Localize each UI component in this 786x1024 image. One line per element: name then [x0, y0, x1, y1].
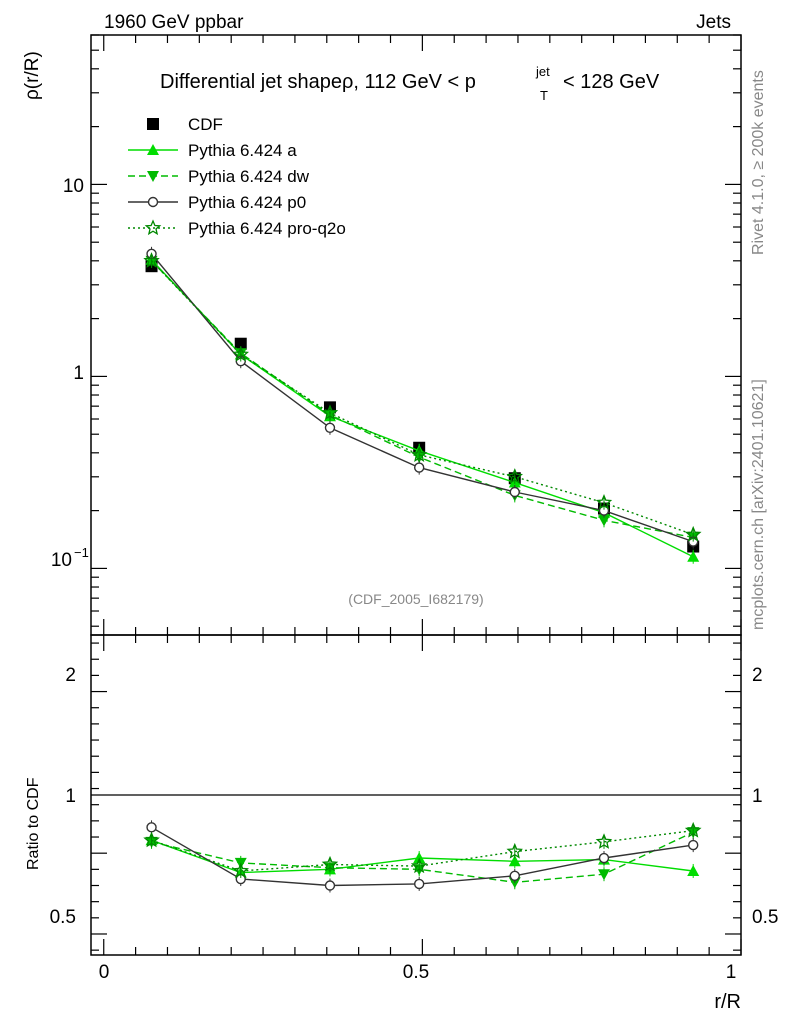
- legend: CDF Pythia 6.424 a Pythia 6.424 dw Pythia 6…: [128, 115, 346, 238]
- ratio-point: [598, 852, 610, 864]
- ratio-line: [151, 826, 694, 887]
- ratio-xtick-0.5: 0.5: [403, 962, 429, 983]
- ratio-ylabel: Ratio to CDF: [25, 777, 42, 870]
- x-axis-label: r/R: [714, 991, 741, 1013]
- ratio-point: [506, 842, 523, 859]
- main-series-pythia-6-424-a: [145, 252, 700, 564]
- legend-label: Pythia 6.424 a: [188, 141, 297, 160]
- legend-entry: Pythia 6.424 pro-q2o: [128, 219, 346, 238]
- ratio-point: [597, 869, 610, 881]
- main-title-tail: < 128 GeV: [563, 71, 660, 93]
- main-point: [506, 468, 523, 484]
- ratio-series-pythia-6-424-p0: [146, 820, 699, 893]
- ratio-point: [410, 857, 428, 874]
- legend-label: Pythia 6.424 pro-q2o: [188, 219, 346, 238]
- ratio-series-pythia-6-424-pro-q2o: [143, 821, 702, 878]
- main-point: [324, 422, 336, 433]
- main-line: [150, 259, 694, 558]
- ratio-ytick-0.5: 0.5: [50, 907, 76, 928]
- ratio-ytick-1-right: 1: [752, 786, 763, 807]
- main-ytick-10: 10: [63, 176, 84, 197]
- main-title-sup: jet: [535, 64, 550, 79]
- ratio-plot-panel: Ratio to CDF 2 1 0.5 2 1 0.5 0 0.5 1 r/R: [25, 634, 778, 1013]
- rivet-caption: Rivet 4.1.0, ≥ 200k events: [750, 70, 767, 255]
- ratio-point: [688, 839, 699, 851]
- main-series-pythia-6-424-p0: [146, 246, 699, 549]
- main-point: [234, 337, 247, 350]
- main-point: [410, 446, 428, 462]
- ratio-point: [146, 822, 157, 833]
- analysis-watermark: (CDF_2005_I682179): [348, 591, 483, 607]
- ratio-ytick-0.5-right: 0.5: [752, 907, 778, 928]
- main-point: [509, 486, 520, 498]
- main-point: [597, 515, 610, 527]
- ratio-axis-ticks: [91, 635, 742, 955]
- legend-marker: [147, 171, 159, 182]
- main-title: Differential jet shapeρ, 112 GeV < p: [160, 71, 476, 93]
- ratio-point: [321, 855, 339, 872]
- ratio-xtick-1: 1: [726, 962, 737, 983]
- legend-label: Pythia 6.424 p0: [188, 193, 306, 212]
- legend-entry: Pythia 6.424 a: [128, 141, 297, 160]
- ratio-point: [413, 878, 425, 890]
- main-line: [150, 253, 694, 543]
- header-left: 1960 GeV ppbar: [104, 12, 244, 33]
- main-title-text: Differential jet shapeρ, 112 GeV < p: [160, 71, 476, 93]
- ratio-point: [684, 821, 702, 838]
- legend-marker: [147, 196, 159, 208]
- legend-entry: Pythia 6.424 p0: [128, 193, 306, 212]
- main-point: [321, 404, 339, 420]
- main-ytick-0.1: 10: [51, 550, 72, 571]
- legend-marker: [144, 219, 162, 236]
- main-point: [687, 550, 700, 562]
- ratio-point: [509, 870, 520, 882]
- ratio-series-pythia-6-424-dw: [145, 825, 700, 890]
- main-point: [684, 525, 702, 542]
- main-line: [150, 260, 694, 536]
- main-line: [150, 260, 694, 539]
- legend-label: CDF: [188, 115, 223, 134]
- main-series-pythia-6-424-dw: [145, 253, 700, 545]
- ratio-ytick-2-right: 2: [752, 665, 763, 686]
- legend-entry: Pythia 6.424 dw: [128, 167, 310, 186]
- main-ylabel: ρ(r/R): [22, 51, 43, 100]
- header-right: Jets: [696, 12, 731, 33]
- main-point: [413, 462, 425, 473]
- main-plot-panel: Differential jet shapeρ, 112 GeV < p jet…: [22, 34, 742, 636]
- legend-marker: [147, 118, 159, 130]
- main-title-sub: T: [540, 88, 548, 103]
- main-ytick-1: 1: [73, 363, 84, 384]
- main-point: [232, 345, 249, 362]
- main-axis-ticks: [91, 34, 742, 635]
- ratio-point: [143, 831, 160, 848]
- main-series-group: [143, 246, 702, 564]
- ratio-xtick-0: 0: [99, 962, 110, 983]
- main-point: [143, 252, 160, 268]
- main-series-pythia-6-424-pro-q2o: [143, 252, 702, 542]
- legend-label: Pythia 6.424 dw: [188, 167, 310, 186]
- legend-entry: CDF: [147, 115, 223, 134]
- ratio-point: [324, 880, 336, 891]
- ratio-line: [151, 829, 694, 872]
- ratio-ytick-2: 2: [65, 665, 76, 686]
- ratio-point: [508, 855, 521, 867]
- legend-marker: [147, 144, 159, 155]
- ratio-ytick-1: 1: [65, 786, 76, 807]
- main-ytick-0.1-exp: −1: [74, 545, 89, 560]
- main-point: [595, 494, 613, 510]
- main-ytick-0.1-base: 10: [51, 550, 72, 571]
- ratio-point: [687, 864, 700, 876]
- mcplots-caption: mcplots.cern.ch [arXiv:2401.10621]: [750, 379, 767, 630]
- main-series-cdf: [145, 260, 700, 553]
- ratio-point: [595, 833, 613, 849]
- ratio-series-group: [143, 820, 702, 893]
- ratio-point: [232, 862, 249, 878]
